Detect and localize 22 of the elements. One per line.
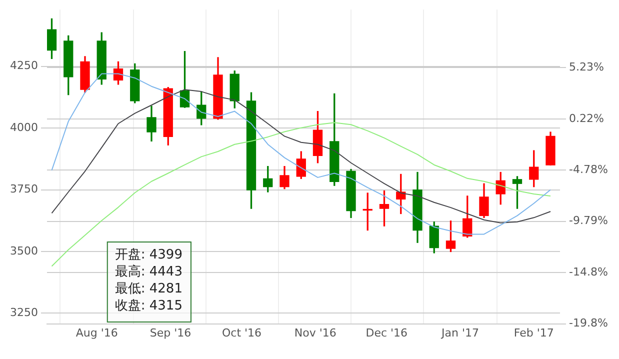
y2-tick-label: 0.22% [569, 112, 604, 125]
y-tick-label: 4250 [10, 59, 38, 72]
y2-tick-label: -19.8% [569, 316, 608, 330]
x-tick-label: Dec '16 [366, 326, 408, 340]
x-tick-label: Sep '16 [150, 326, 192, 340]
x-tick-label: Jan '17 [440, 326, 479, 340]
y2-tick-label: -14.8% [569, 265, 608, 278]
x-tick-label: Oct '16 [222, 326, 262, 340]
y-tick-label: 3750 [10, 182, 38, 196]
annotation: 收盘: 4315 [114, 298, 182, 314]
y-tick-label: 3500 [10, 244, 38, 258]
annotation: 开盘: 4399 [114, 247, 182, 262]
annotation: 最低: 4281 [114, 281, 182, 296]
y2-tick-label: -4.78% [569, 162, 608, 176]
x-tick-label: Aug '16 [76, 326, 118, 340]
x-tick-label: Nov '16 [294, 326, 336, 340]
annotation: 最高: 4443 [114, 263, 182, 280]
x-tick-label: Feb '17 [514, 326, 554, 340]
y2-tick-label: 5.23% [569, 60, 604, 74]
y-tick-label: 3250 [10, 306, 38, 320]
y2-tick-label: -9.79% [569, 214, 608, 228]
y-tick-label: 4000 [10, 120, 38, 134]
